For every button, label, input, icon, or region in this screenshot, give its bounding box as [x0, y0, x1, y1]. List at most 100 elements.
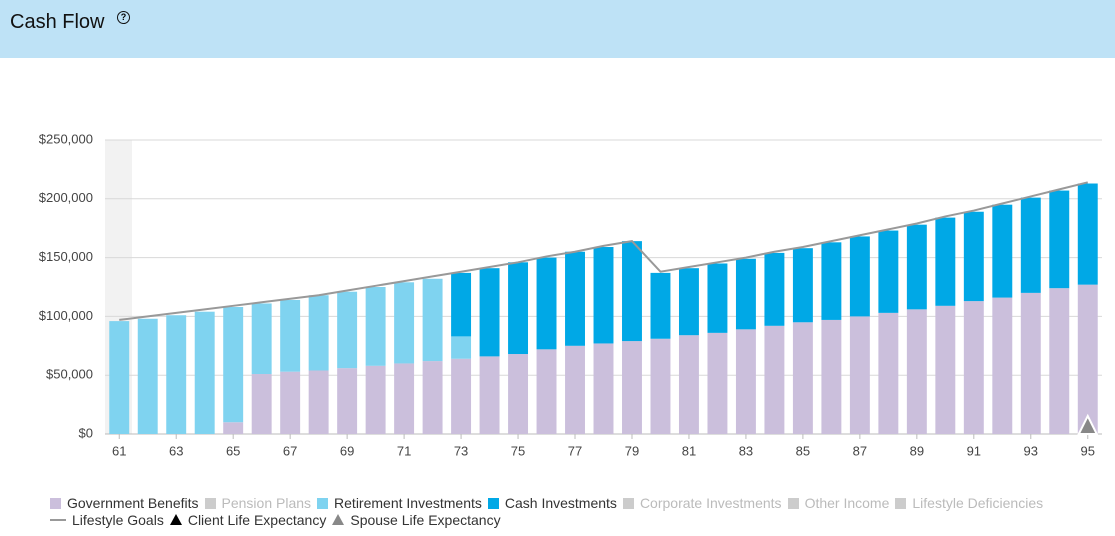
- bar-segment: [508, 354, 529, 434]
- bar-segment: [849, 236, 870, 317]
- bar-segment: [536, 349, 557, 434]
- legend-item[interactable]: Cash Investments: [487, 495, 617, 512]
- x-tick-label: 79: [625, 443, 639, 458]
- bar-segment: [707, 332, 728, 434]
- bar-segment: [650, 272, 671, 339]
- bar-segment: [280, 299, 301, 372]
- legend-label: Government Benefits: [67, 495, 199, 511]
- legend-swatch: [50, 519, 66, 521]
- x-tick-label: 81: [682, 443, 696, 458]
- bar-segment: [963, 301, 984, 434]
- legend-label: Retirement Investments: [334, 495, 482, 511]
- bar-segment: [821, 242, 842, 320]
- legend-item[interactable]: Retirement Investments: [317, 495, 482, 512]
- bar-segment: [906, 309, 927, 434]
- bar-segment: [1020, 197, 1041, 293]
- bar-segment: [1077, 284, 1098, 434]
- x-tick-label: 73: [454, 443, 468, 458]
- bar-segment: [1020, 292, 1041, 434]
- legend-label: Client Life Expectancy: [187, 512, 327, 528]
- lifestyle-goals-line: [119, 181, 1088, 321]
- bar-segment: [593, 343, 614, 434]
- bar-segment: [622, 241, 642, 342]
- legend-label: Other Income: [804, 495, 890, 511]
- bar-segment: [622, 341, 642, 434]
- legend-item-inactive[interactable]: Other Income: [787, 495, 890, 512]
- x-tick-label: 67: [283, 443, 297, 458]
- legend-swatch: [622, 498, 634, 509]
- x-tick-label: 95: [1081, 443, 1095, 458]
- x-tick-label: 71: [397, 443, 411, 458]
- bar-segment: [479, 356, 500, 434]
- bar-segment: [451, 358, 472, 434]
- legend-swatch: [317, 498, 329, 509]
- bar-segment: [1049, 190, 1070, 289]
- bar-segment: [792, 248, 813, 323]
- legend-item-inactive[interactable]: Lifestyle Deficiencies: [895, 495, 1043, 512]
- bar-segment: [1049, 288, 1070, 434]
- bar-segment: [878, 230, 899, 313]
- x-tick-label: 85: [796, 443, 810, 458]
- bar-segment: [508, 262, 529, 355]
- y-tick-label: $50,000: [46, 367, 93, 382]
- legend-swatch: [487, 498, 499, 509]
- bar-segment: [1077, 183, 1098, 285]
- bar-segment: [906, 224, 927, 310]
- legend-item[interactable]: Client Life Expectancy: [169, 512, 327, 529]
- bar-segment: [707, 263, 728, 333]
- bar-segment: [394, 363, 415, 434]
- legend-item[interactable]: Government Benefits: [50, 495, 199, 512]
- x-tick-label: 93: [1024, 443, 1038, 458]
- life-expectancy-marker: [1077, 413, 1099, 435]
- y-tick-label: $0: [79, 425, 93, 440]
- bar-segment: [109, 321, 130, 434]
- x-tick-label: 63: [169, 443, 183, 458]
- bar-segment: [365, 365, 386, 434]
- bar-segment: [280, 371, 301, 434]
- legend-swatch: [787, 498, 799, 509]
- bar-segment: [764, 325, 785, 434]
- bar-segment: [223, 422, 244, 434]
- legend-swatch: [895, 498, 907, 509]
- legend-swatch: [204, 498, 216, 509]
- x-tick-label: 61: [112, 443, 126, 458]
- bar-segment: [422, 278, 443, 362]
- x-tick-label: 75: [511, 443, 525, 458]
- chart: $0 $50,000 $100,000 $150,000 $200,000 $250,00…: [39, 131, 1102, 458]
- bar-segment: [337, 291, 358, 369]
- bar-segment: [735, 258, 756, 330]
- bar-segment: [849, 316, 870, 434]
- legend-label: Spouse Life Expectancy: [350, 512, 501, 528]
- y-tick-label: $200,000: [39, 190, 93, 205]
- bar-segment: [223, 306, 244, 423]
- legend-label: Lifestyle Goals: [72, 512, 164, 528]
- bar-segment: [678, 268, 699, 336]
- bar-segment: [963, 211, 984, 302]
- bar-segment: [451, 336, 472, 359]
- legend-item-inactive[interactable]: Pension Plans: [204, 495, 311, 512]
- bar-segment: [536, 257, 557, 350]
- legend-item[interactable]: Lifestyle Goals: [50, 512, 164, 529]
- y-tick-label: $250,000: [39, 131, 93, 146]
- bar-segment: [764, 252, 785, 326]
- legend-item[interactable]: Spouse Life Expectancy: [332, 512, 501, 529]
- bar-segment: [251, 303, 272, 375]
- x-tick-label: 65: [226, 443, 240, 458]
- bar-segment: [593, 247, 614, 344]
- x-tick-label: 77: [568, 443, 582, 458]
- legend: Government Benefits Pension Plans Retireme…: [50, 495, 1100, 529]
- y-tick-label: $100,000: [39, 308, 93, 323]
- bar-segment: [735, 329, 756, 434]
- bar-segment: [821, 319, 842, 434]
- bar-segment: [992, 204, 1013, 298]
- bar-segment: [337, 368, 358, 434]
- bar-segment: [935, 217, 956, 306]
- x-tick-label: 87: [853, 443, 867, 458]
- legend-swatch: [332, 514, 345, 525]
- help-icon[interactable]: ?: [117, 11, 130, 24]
- x-tick-label: 91: [967, 443, 981, 458]
- legend-item-inactive[interactable]: Corporate Investments: [622, 495, 782, 512]
- bar-segment: [394, 282, 415, 364]
- bar-segment: [992, 297, 1013, 434]
- bar-segment: [479, 268, 500, 357]
